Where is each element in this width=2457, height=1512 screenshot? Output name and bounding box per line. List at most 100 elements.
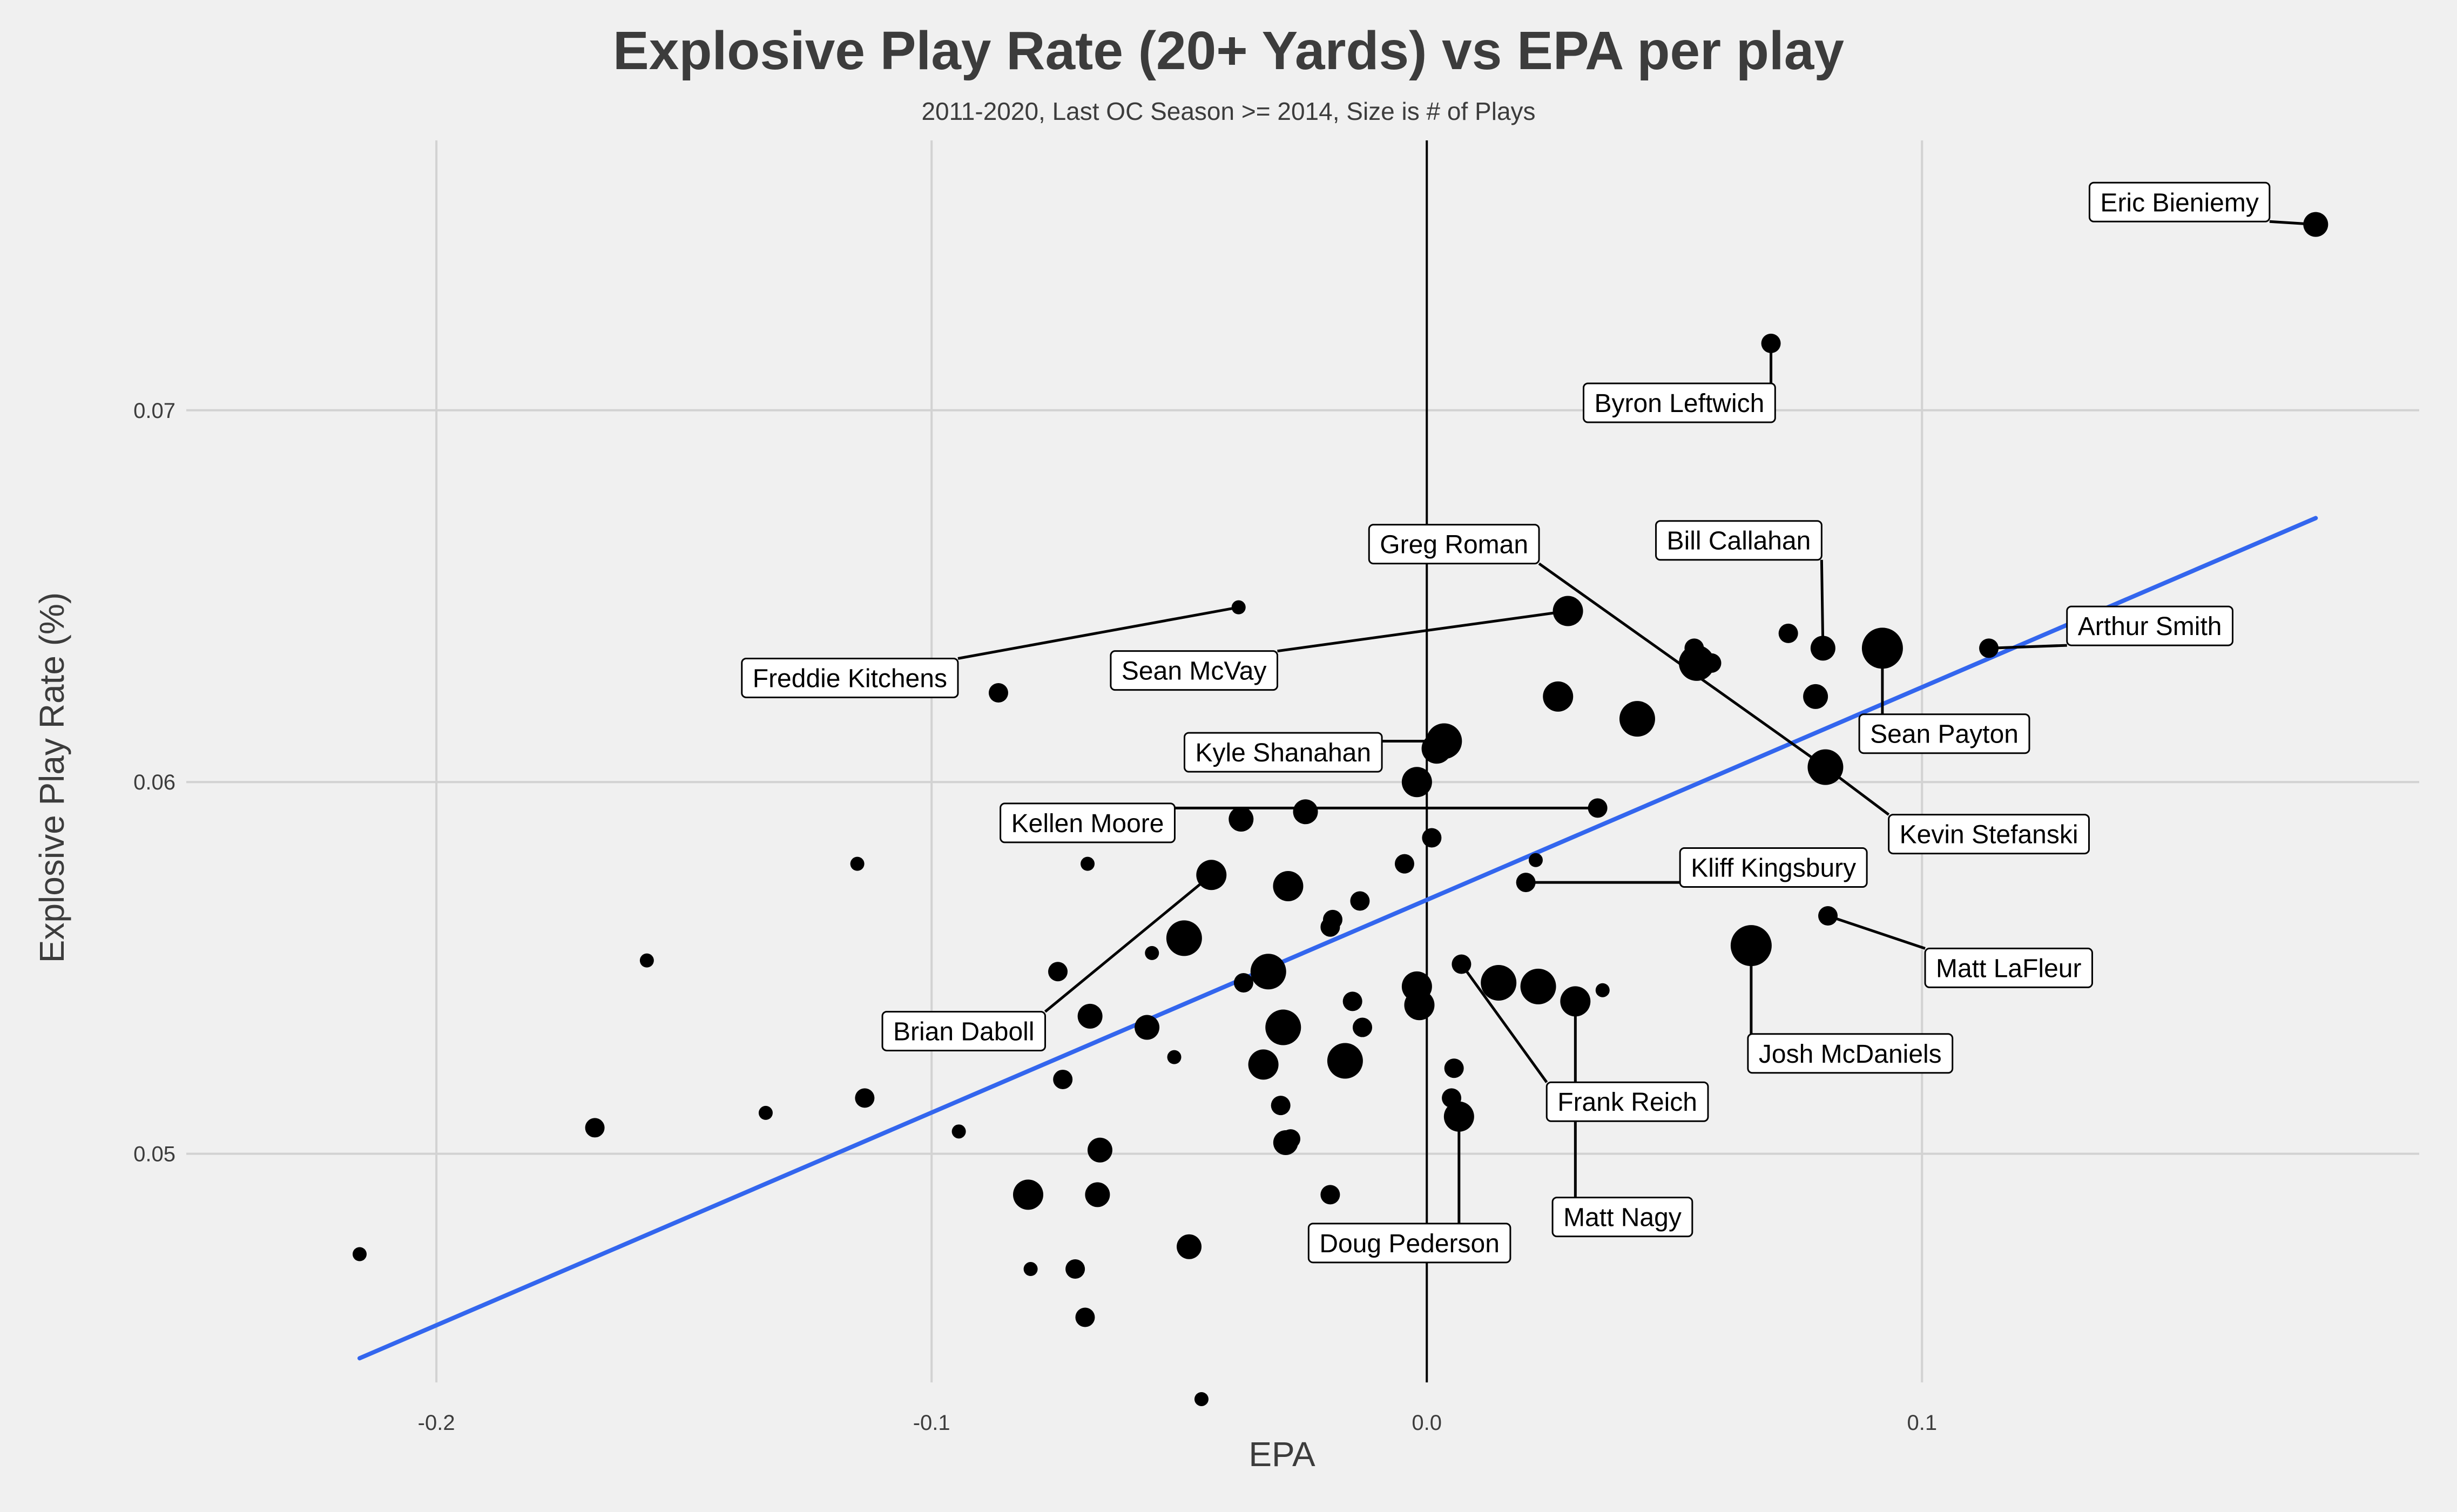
point-label: Matt LaFleur — [1924, 947, 2093, 988]
data-point — [1353, 1017, 1373, 1037]
point-label-text: Kliff Kingsbury — [1691, 854, 1856, 883]
data-point — [1761, 333, 1781, 353]
point-label-text: Byron Leftwich — [1595, 389, 1765, 418]
label-leader-line — [1044, 874, 1212, 1013]
point-label-text: Kellen Moore — [1011, 809, 1164, 838]
label-leader-line — [1460, 963, 1548, 1083]
data-point — [1679, 645, 1715, 681]
data-point — [1177, 1234, 1202, 1259]
label-layer: Eric Bieniemy Byron Leftwich Greg Roman Bil… — [741, 181, 2271, 1264]
data-point — [585, 1118, 605, 1138]
y-tick-label: 0.05 — [133, 1143, 176, 1166]
data-point — [1053, 1069, 1073, 1089]
point-label-box — [2066, 605, 2233, 646]
point-label: Eric Bieniemy — [2088, 181, 2271, 222]
point-label-text: Eric Bieniemy — [2100, 188, 2258, 217]
label-leader-line — [1827, 914, 1926, 950]
data-point — [1320, 1185, 1340, 1205]
point-label: Kevin Stefanski — [1888, 814, 2090, 855]
point-label-text: Arthur Smith — [2078, 612, 2222, 641]
data-point — [1271, 1096, 1291, 1116]
point-label-box — [881, 1010, 1047, 1051]
point-label: Frank Reich — [1545, 1081, 1709, 1122]
data-point — [1443, 1101, 1474, 1132]
data-point — [1810, 636, 1835, 661]
data-point — [639, 953, 654, 968]
data-point — [2303, 212, 2328, 237]
y-tick-label: 0.06 — [133, 771, 176, 794]
data-point — [1087, 1137, 1112, 1163]
data-point — [1560, 986, 1591, 1017]
data-point — [1075, 1307, 1095, 1327]
data-point — [1350, 891, 1370, 911]
data-point — [1778, 623, 1798, 643]
point-label: Byron Leftwich — [1583, 382, 1776, 423]
data-point — [1807, 749, 1844, 785]
point-label-text: Brian Daboll — [893, 1017, 1034, 1046]
point-label-box — [1679, 847, 1868, 888]
data-point — [951, 1124, 966, 1139]
tick-layer: -0.2 -0.1 0.0 0.1 0.05 0.06 0.07 — [133, 399, 1937, 1435]
data-point — [988, 683, 1008, 703]
data-point — [1702, 653, 1722, 673]
data-point — [1481, 964, 1517, 1001]
data-point — [855, 1088, 875, 1108]
point-label-box — [1888, 814, 2090, 855]
data-point — [1421, 733, 1452, 764]
point-label-text: Kyle Shanahan — [1195, 739, 1371, 767]
point-label-text: Kevin Stefanski — [1900, 821, 2078, 849]
x-tick-label: 0.0 — [1412, 1411, 1442, 1435]
data-point — [1196, 860, 1227, 890]
point-label-text: Doug Pederson — [1319, 1230, 1500, 1258]
point-label: Kliff Kingsbury — [1679, 847, 1868, 888]
data-point — [1394, 854, 1414, 874]
label-leader-line — [1820, 559, 1825, 649]
point-label-text: Josh McDaniels — [1759, 1040, 1942, 1069]
point-label-box — [1747, 1033, 1954, 1074]
point-layer — [352, 212, 2328, 1406]
label-leader-line — [1277, 610, 1568, 653]
data-point — [1803, 684, 1828, 709]
data-point — [1248, 1049, 1279, 1080]
label-leader-line — [957, 606, 1239, 660]
data-point — [1273, 870, 1304, 901]
x-axis-title: EPA — [1248, 1435, 1315, 1474]
y-tick-label: 0.07 — [133, 399, 176, 423]
point-label-box — [2088, 181, 2271, 222]
chart-subtitle: 2011-2020, Last OC Season >= 2014, Size … — [921, 97, 1535, 125]
data-point — [1516, 873, 1536, 893]
data-point — [758, 1105, 773, 1120]
x-tick-label: -0.2 — [418, 1411, 455, 1435]
data-point — [1231, 600, 1246, 615]
data-point — [1595, 983, 1610, 997]
data-point — [1342, 991, 1362, 1011]
x-tick-label: -0.1 — [913, 1411, 950, 1435]
point-label-box — [1545, 1081, 1709, 1122]
point-label: Matt Nagy — [1551, 1197, 1693, 1238]
point-label-text: Sean Payton — [1870, 720, 2019, 749]
data-point — [1552, 596, 1583, 626]
point-label-text: Freddie Kitchens — [753, 664, 947, 693]
point-label: Bill Callahan — [1655, 520, 1823, 561]
data-point — [1145, 946, 1159, 960]
point-label-text: Matt LaFleur — [1936, 954, 2081, 983]
data-point — [1023, 1262, 1038, 1277]
data-point — [1588, 798, 1608, 818]
data-point — [1167, 1050, 1182, 1064]
point-label: Josh McDaniels — [1747, 1033, 1954, 1074]
data-point — [1085, 1182, 1110, 1207]
point-label: Brian Daboll — [881, 1010, 1047, 1051]
point-label-box — [741, 657, 959, 698]
data-point — [1404, 990, 1435, 1021]
data-point — [352, 1247, 367, 1261]
data-point — [1135, 1015, 1160, 1040]
chart-title: Explosive Play Rate (20+ Yards) vs EPA p… — [613, 21, 1844, 81]
data-point — [1520, 968, 1556, 1004]
x-tick-label: 0.1 — [1907, 1411, 1937, 1435]
data-point — [1979, 638, 1999, 658]
point-label-text: Bill Callahan — [1667, 527, 1811, 556]
point-label-text: Matt Nagy — [1563, 1204, 1682, 1232]
data-point — [1327, 1043, 1363, 1079]
